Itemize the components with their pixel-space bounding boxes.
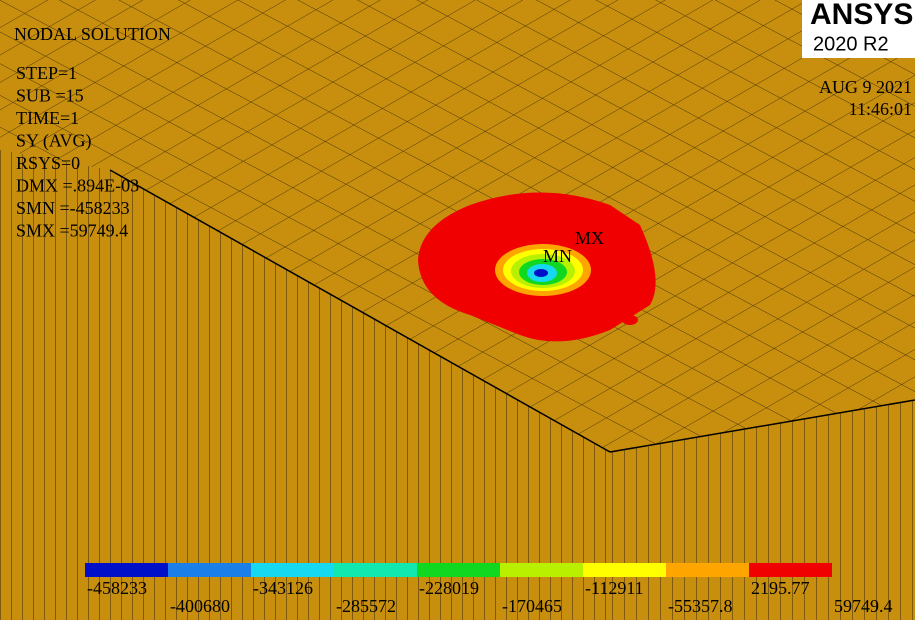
legend-label: -170465 bbox=[502, 596, 562, 616]
plot-title: NODAL SOLUTION bbox=[14, 24, 171, 44]
info-line: RSYS=0 bbox=[16, 153, 80, 173]
legend-label: 59749.4 bbox=[834, 596, 893, 616]
legend-swatch bbox=[417, 563, 500, 577]
legend-swatch bbox=[583, 563, 666, 577]
legend-swatch bbox=[666, 563, 749, 577]
info-line: TIME=1 bbox=[16, 108, 79, 128]
legend-swatch bbox=[749, 563, 832, 577]
legend-label: -228019 bbox=[419, 578, 479, 598]
date: AUG 9 2021 bbox=[819, 77, 912, 97]
legend-swatch bbox=[334, 563, 417, 577]
legend-swatch bbox=[500, 563, 583, 577]
info-line: STEP=1 bbox=[16, 63, 77, 83]
min-marker: MN bbox=[543, 246, 572, 266]
legend-label: 2195.77 bbox=[751, 578, 810, 598]
logo-version: 2020 R2 bbox=[813, 33, 889, 55]
logo-brand: ANSYS bbox=[810, 0, 913, 31]
info-line: SMN =-458233 bbox=[16, 198, 130, 218]
legend-label: -55357.8 bbox=[668, 596, 733, 616]
legend-swatch bbox=[168, 563, 251, 577]
legend-label: -400680 bbox=[170, 596, 230, 616]
info-line: DMX =.894E-03 bbox=[16, 176, 139, 196]
info-line: SUB =15 bbox=[16, 86, 84, 106]
legend-swatch bbox=[251, 563, 334, 577]
info-line: SY (AVG) bbox=[16, 131, 92, 152]
legend-label: -285572 bbox=[336, 596, 396, 616]
ansys-viewport: ANSYS 2020 R2 NODAL SOLUTION AUG 9 2021 … bbox=[0, 0, 915, 620]
info-line: SMX =59749.4 bbox=[16, 221, 128, 241]
time: 11:46:01 bbox=[849, 99, 912, 119]
max-marker: MX bbox=[575, 228, 604, 248]
legend-swatch bbox=[85, 563, 168, 577]
legend-label: -343126 bbox=[253, 578, 313, 598]
legend-label: -112911 bbox=[585, 578, 644, 598]
legend-label: -458233 bbox=[87, 578, 147, 598]
